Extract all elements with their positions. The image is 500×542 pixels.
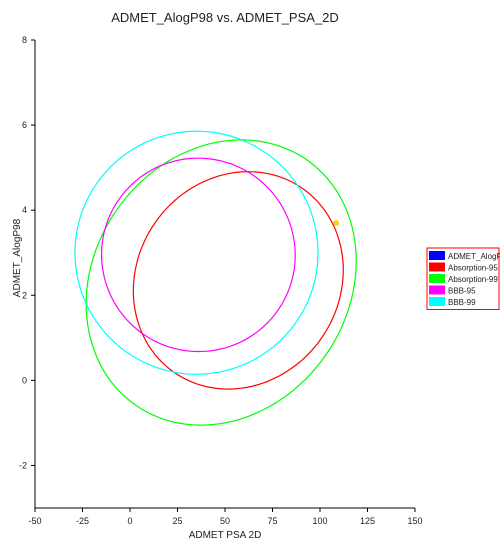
- legend-swatch-1: [429, 262, 445, 272]
- x-tick-label-8: 150: [407, 516, 422, 526]
- y-tick-label-5: 8: [22, 35, 27, 45]
- legend-swatch-3: [429, 285, 445, 295]
- chart-title: ADMET_AlogP98 vs. ADMET_PSA_2D: [111, 10, 339, 25]
- legend-label-4: BBB-99: [448, 298, 476, 307]
- ellipse-absorption-95: [132, 171, 344, 390]
- legend-swatch-0: [429, 251, 445, 260]
- data-point-0: [333, 220, 339, 226]
- legend-label-2: Absorption-99: [448, 275, 498, 284]
- y-tick-label-0: -2: [19, 460, 27, 470]
- y-tick-label-1: 0: [22, 375, 27, 385]
- legend-label-3: BBB-95: [448, 287, 476, 296]
- y-tick-label-3: 4: [22, 205, 27, 215]
- legend-label-0: ADMET_AlogP98: [448, 252, 500, 261]
- axes: -50 -25 0 25 50 75 100 125 150 -2 0 2 4 6 8: [19, 35, 423, 526]
- x-axis-label: ADMET PSA 2D: [189, 530, 262, 541]
- x-tick-label-3: 25: [172, 516, 182, 526]
- legend-swatch-4: [429, 297, 445, 306]
- x-tick-label-5: 75: [267, 516, 277, 526]
- plot-area: [74, 130, 357, 426]
- x-tick-label-0: -50: [28, 516, 41, 526]
- ellipse-bbb-95: [101, 157, 296, 353]
- y-tick-label-2: 2: [22, 290, 27, 300]
- y-tick-label-4: 6: [22, 120, 27, 130]
- legend: ADMET_AlogP98 Absorption-95 Absorption-99 B…: [426, 247, 500, 310]
- x-tick-label-2: 0: [127, 516, 132, 526]
- ellipse-absorption-99: [85, 139, 357, 426]
- x-tick-label-1: -25: [76, 516, 89, 526]
- legend-swatch-2: [429, 274, 445, 283]
- x-tick-label-4: 50: [220, 516, 230, 526]
- x-tick-label-6: 100: [312, 516, 327, 526]
- legend-label-1: Absorption-95: [448, 264, 498, 273]
- x-tick-label-7: 125: [360, 516, 375, 526]
- y-axis-label: ADMET_AlogP98: [12, 218, 23, 297]
- ellipse-bbb-99: [74, 130, 319, 375]
